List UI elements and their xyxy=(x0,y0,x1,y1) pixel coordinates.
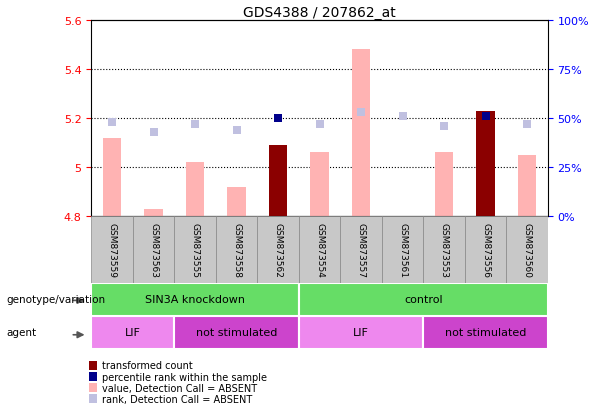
Text: GSM873554: GSM873554 xyxy=(315,222,324,277)
Text: agent: agent xyxy=(6,328,36,337)
Text: GSM873557: GSM873557 xyxy=(356,222,366,277)
Bar xyxy=(186,163,204,217)
Text: transformed count: transformed count xyxy=(102,361,193,370)
Bar xyxy=(257,217,299,283)
Bar xyxy=(435,153,454,217)
Text: SIN3A knockdown: SIN3A knockdown xyxy=(145,294,245,304)
Point xyxy=(107,119,117,126)
Bar xyxy=(476,112,495,217)
Text: GSM873560: GSM873560 xyxy=(522,222,531,277)
Bar xyxy=(269,146,287,217)
Text: GSM873556: GSM873556 xyxy=(481,222,490,277)
Bar xyxy=(465,217,507,283)
Text: percentile rank within the sample: percentile rank within the sample xyxy=(102,372,267,382)
Text: control: control xyxy=(404,294,442,304)
Bar xyxy=(174,316,299,349)
Point xyxy=(149,129,158,136)
Bar xyxy=(299,283,548,316)
Point xyxy=(273,115,283,122)
Text: LIF: LIF xyxy=(125,328,141,337)
Bar xyxy=(382,217,423,283)
Bar xyxy=(174,217,216,283)
Text: GSM873555: GSM873555 xyxy=(190,222,200,277)
Text: GSM873553: GSM873553 xyxy=(439,222,449,277)
Point xyxy=(398,114,407,120)
Bar xyxy=(310,153,329,217)
Text: rank, Detection Call = ABSENT: rank, Detection Call = ABSENT xyxy=(102,394,252,404)
Bar xyxy=(423,217,465,283)
Bar xyxy=(227,188,246,217)
Bar xyxy=(91,283,299,316)
Text: GSM873559: GSM873559 xyxy=(108,222,117,277)
Bar xyxy=(91,316,174,349)
Bar xyxy=(91,217,133,283)
Bar xyxy=(144,209,163,217)
Text: genotype/variation: genotype/variation xyxy=(6,294,105,304)
Bar xyxy=(423,316,548,349)
Bar xyxy=(518,156,537,217)
Text: not stimulated: not stimulated xyxy=(196,328,277,337)
Title: GDS4388 / 207862_at: GDS4388 / 207862_at xyxy=(243,6,396,20)
Text: value, Detection Call = ABSENT: value, Detection Call = ABSENT xyxy=(102,383,257,393)
Bar xyxy=(102,138,121,217)
Bar xyxy=(507,217,548,283)
Text: GSM873561: GSM873561 xyxy=(398,222,407,277)
Text: GSM873563: GSM873563 xyxy=(149,222,158,277)
Text: not stimulated: not stimulated xyxy=(445,328,526,337)
Bar xyxy=(340,217,382,283)
Bar xyxy=(352,50,370,217)
Bar xyxy=(133,217,174,283)
Text: GSM873562: GSM873562 xyxy=(273,222,283,277)
Point xyxy=(439,123,449,130)
Point xyxy=(522,121,532,128)
Point xyxy=(315,121,324,128)
Bar xyxy=(216,217,257,283)
Point xyxy=(356,109,366,116)
Text: LIF: LIF xyxy=(353,328,369,337)
Bar xyxy=(299,217,340,283)
Bar xyxy=(299,316,423,349)
Point xyxy=(190,121,200,128)
Text: GSM873558: GSM873558 xyxy=(232,222,241,277)
Point xyxy=(232,127,241,134)
Point xyxy=(481,114,490,120)
